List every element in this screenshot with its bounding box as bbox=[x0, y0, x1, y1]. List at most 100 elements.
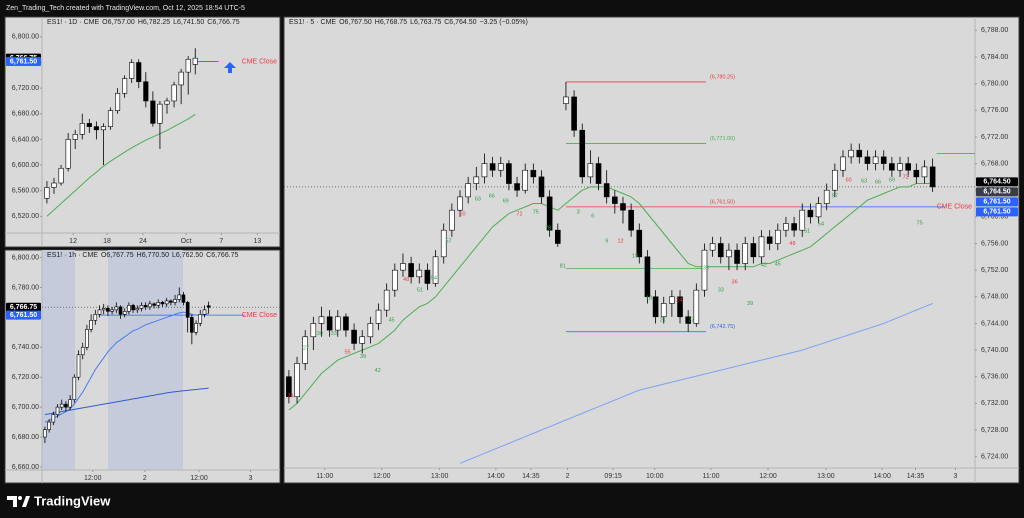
x-tick-label: 14:00 bbox=[873, 473, 891, 480]
candle-body bbox=[43, 429, 47, 438]
candle-body bbox=[359, 336, 366, 344]
candle-body bbox=[115, 92, 121, 111]
candle-body bbox=[546, 196, 553, 231]
x-tick-label: Oct bbox=[181, 238, 192, 245]
bar-number: 30 bbox=[703, 266, 709, 272]
candle-body bbox=[286, 376, 292, 398]
candle-body bbox=[872, 156, 879, 164]
price-tag bbox=[976, 197, 1018, 207]
candle-body bbox=[538, 176, 545, 198]
candle-body bbox=[400, 263, 406, 271]
legend: ES1! · 1D · CME O6,757.00 H6,782.25 L6,741.… bbox=[47, 19, 240, 26]
candle-body bbox=[701, 249, 708, 291]
bar-number: 12 bbox=[617, 238, 623, 244]
price-tag bbox=[6, 302, 41, 312]
candle-body bbox=[157, 103, 163, 124]
legend-item: ES1! · 5 · CME bbox=[289, 19, 336, 26]
candle-body bbox=[47, 421, 51, 430]
candle-body bbox=[334, 316, 341, 331]
bar-number: 30 bbox=[317, 331, 323, 337]
candle-body bbox=[64, 403, 68, 408]
bar-number: 42 bbox=[375, 368, 381, 374]
candle-body bbox=[848, 149, 854, 158]
candle-body bbox=[58, 167, 64, 184]
candle-body bbox=[717, 243, 724, 258]
candle-body bbox=[185, 302, 190, 318]
candle-body bbox=[139, 305, 144, 309]
candle-body bbox=[136, 62, 142, 83]
legend-item: L6,763.75 bbox=[410, 19, 441, 26]
candle-body bbox=[921, 166, 928, 178]
arrow-icon bbox=[224, 62, 236, 73]
candle-body bbox=[644, 256, 651, 298]
x-tick-label: 12:00 bbox=[759, 473, 777, 480]
candle-body bbox=[489, 163, 496, 171]
candle-body bbox=[79, 123, 85, 135]
y-tick-label: 6,728.00 bbox=[981, 427, 1008, 434]
candle-body bbox=[202, 309, 207, 315]
bar-number: 36 bbox=[732, 280, 738, 286]
y-tick-label: 6,748.00 bbox=[981, 294, 1008, 301]
candle-body bbox=[310, 323, 317, 338]
legend-item: H6,782.25 bbox=[138, 19, 170, 26]
x-tick-label: 14:35 bbox=[522, 473, 540, 480]
ma-line bbox=[288, 183, 933, 411]
candle-body bbox=[905, 163, 911, 171]
candle-body bbox=[89, 320, 93, 330]
candle-body bbox=[148, 303, 152, 308]
candle-body bbox=[72, 376, 77, 400]
candle-body bbox=[563, 96, 569, 104]
bar-number: 24 bbox=[287, 394, 293, 400]
y-tick-label: 6,768.00 bbox=[981, 160, 1008, 167]
candle-body bbox=[660, 303, 667, 318]
candle-body bbox=[127, 305, 131, 312]
bar-number: 60 bbox=[846, 178, 852, 184]
candle-body bbox=[106, 308, 110, 312]
candle-body bbox=[465, 183, 471, 198]
bar-number: 54 bbox=[431, 276, 437, 282]
candle-body bbox=[76, 354, 81, 378]
candle-body bbox=[506, 163, 512, 184]
y-tick-label: 6,736.00 bbox=[981, 374, 1008, 381]
candle-body bbox=[178, 71, 184, 86]
candle-body bbox=[150, 100, 156, 124]
candle-body bbox=[481, 163, 488, 178]
candle-body bbox=[677, 296, 683, 318]
bar-number: 66 bbox=[489, 194, 495, 200]
y-tick-label: 6,680.00 bbox=[12, 111, 39, 118]
x-tick-label: 12:00 bbox=[373, 473, 391, 480]
candle-body bbox=[758, 236, 765, 258]
y-tick-label: 6,752.00 bbox=[981, 267, 1008, 274]
level-right-label: CME Close bbox=[242, 312, 278, 319]
legend-item: L6,741.50 bbox=[173, 19, 204, 26]
candle-body bbox=[571, 96, 577, 131]
x-tick-label: 12 bbox=[69, 238, 77, 245]
ma-line bbox=[459, 303, 933, 464]
candle-body bbox=[416, 269, 423, 278]
legend: ES1! · 1h · CME O6,767.75 H6,770.50 L6,762.… bbox=[47, 252, 239, 259]
candle-body bbox=[190, 317, 194, 333]
footer-logo: TradingView bbox=[7, 493, 111, 508]
candle-body bbox=[51, 182, 57, 188]
candle-body bbox=[595, 163, 602, 184]
candle-body bbox=[143, 305, 148, 308]
bar-number: 78 bbox=[545, 226, 551, 232]
bar-number: 39 bbox=[360, 354, 366, 360]
candle-body bbox=[856, 149, 863, 158]
x-tick-label: 12:00 bbox=[84, 475, 102, 482]
bar-number: 45 bbox=[388, 318, 394, 324]
bar-number: 6 bbox=[591, 214, 594, 220]
level-label: (6,761.50) bbox=[710, 199, 735, 205]
candle-body bbox=[110, 309, 114, 312]
level-label: (6,771.00) bbox=[710, 136, 735, 142]
candle-body bbox=[181, 294, 186, 303]
price-tag bbox=[976, 187, 1018, 197]
candle-body bbox=[889, 163, 895, 171]
x-tick-label: 7 bbox=[219, 238, 223, 245]
candle-body bbox=[603, 183, 610, 198]
x-tick-label: 14:35 bbox=[907, 473, 925, 480]
candle-body bbox=[164, 100, 170, 105]
bar-number: 27 bbox=[688, 318, 694, 324]
candle-body bbox=[152, 303, 156, 306]
candle-body bbox=[734, 249, 740, 264]
